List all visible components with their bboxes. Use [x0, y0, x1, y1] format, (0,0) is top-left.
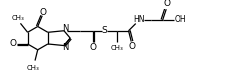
Text: N: N	[61, 43, 68, 52]
Text: O: O	[163, 0, 170, 8]
Text: O: O	[40, 8, 46, 17]
Text: N: N	[61, 24, 68, 33]
Text: CH₃: CH₃	[27, 65, 40, 71]
Text: CH₃: CH₃	[110, 45, 123, 51]
Text: HN: HN	[133, 16, 144, 24]
Text: CH₃: CH₃	[11, 15, 24, 21]
Text: O: O	[89, 43, 96, 52]
Text: S: S	[101, 26, 107, 35]
Text: OH: OH	[174, 16, 185, 24]
Text: O: O	[10, 40, 17, 48]
Text: O: O	[128, 42, 135, 51]
